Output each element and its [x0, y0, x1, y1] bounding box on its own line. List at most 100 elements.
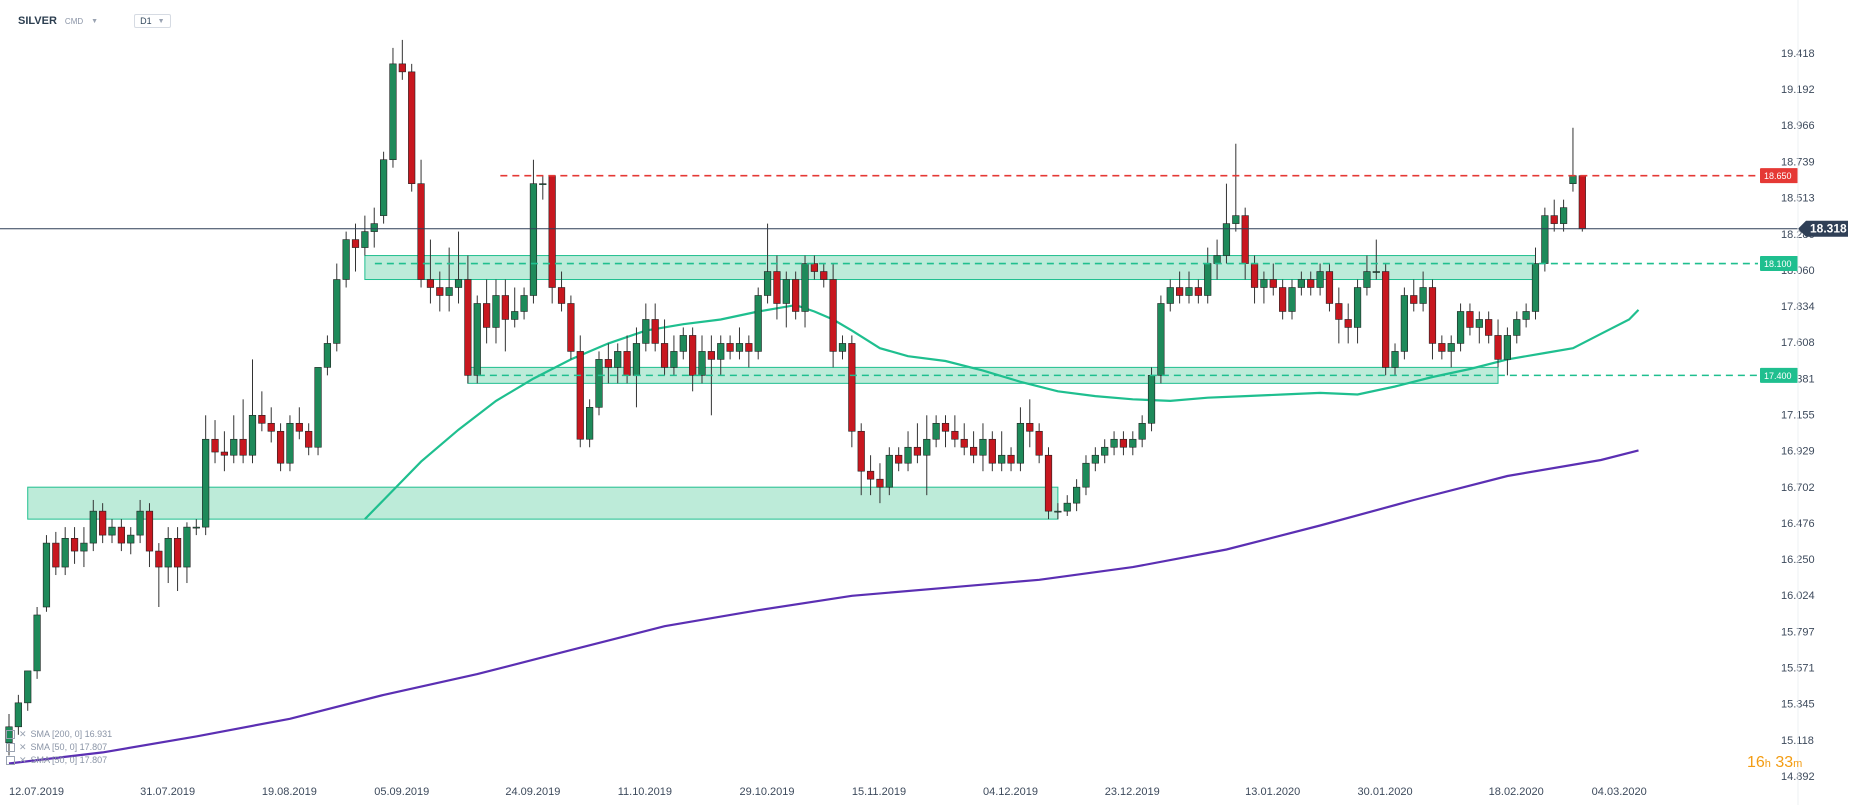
candle-body: [651, 319, 659, 344]
candle-body: [276, 430, 285, 464]
candle: [445, 247, 453, 312]
candle: [866, 455, 875, 496]
sma-200-line: [8, 449, 1639, 765]
candle: [1232, 143, 1240, 232]
candle: [998, 431, 1006, 472]
candle-body: [1129, 438, 1137, 448]
candle-body: [398, 63, 406, 73]
candle-body: [33, 614, 41, 672]
candle-body: [1419, 287, 1427, 304]
candle-body: [932, 422, 940, 440]
candle: [576, 335, 584, 448]
candle-body: [1288, 287, 1296, 312]
visibility-icon[interactable]: [6, 743, 15, 752]
timeframe-select[interactable]: D1 ▼: [134, 14, 171, 28]
candle-body: [1438, 343, 1446, 352]
candle: [342, 231, 350, 288]
candle-body: [1213, 255, 1221, 264]
candle-body: [941, 422, 950, 432]
x-tick-label: 12.07.2019: [9, 786, 64, 798]
candle-body: [1316, 271, 1324, 288]
candle: [1297, 271, 1305, 296]
candle-body: [792, 279, 800, 312]
candle-body: [239, 438, 247, 456]
candle-body: [248, 414, 257, 456]
close-icon[interactable]: ✕: [19, 742, 27, 752]
candle: [323, 335, 332, 376]
candle: [642, 303, 650, 352]
candle: [810, 255, 818, 280]
candle-body: [436, 287, 444, 296]
visibility-icon[interactable]: [6, 730, 15, 739]
candle-body: [866, 470, 875, 480]
x-tick-label: 15.11.2019: [852, 786, 906, 798]
legend-item[interactable]: ✕ SMA [50, 0] 17.807: [6, 741, 112, 754]
candle-body: [689, 335, 697, 376]
candle: [595, 351, 603, 416]
x-tick-label: 04.03.2020: [1592, 786, 1647, 798]
candle-body: [1353, 287, 1362, 328]
candle-body: [876, 478, 884, 488]
candle-body: [595, 359, 603, 408]
candle: [408, 63, 416, 192]
candle: [1344, 303, 1352, 344]
candle-body: [1250, 263, 1259, 288]
candle-body: [1082, 462, 1090, 488]
level-badge: [1760, 168, 1798, 184]
candle-body: [127, 534, 135, 544]
candle: [988, 431, 996, 472]
candle-body: [717, 343, 725, 360]
candle: [1335, 287, 1343, 344]
candle: [1035, 423, 1043, 464]
candle-body: [464, 279, 472, 376]
candle: [1475, 311, 1483, 344]
candle-body: [286, 422, 294, 464]
y-tick-label: 15.118: [1781, 735, 1814, 747]
candle: [1456, 303, 1465, 352]
visibility-icon[interactable]: [6, 756, 15, 765]
candle-body: [145, 510, 154, 552]
candle: [61, 527, 69, 576]
candle-body: [1279, 287, 1287, 312]
candle-body: [745, 343, 753, 352]
candle: [398, 39, 406, 80]
candle-body: [1410, 295, 1418, 304]
candle-body: [1101, 446, 1109, 456]
candle: [773, 255, 781, 320]
candle-body: [445, 287, 453, 296]
candle: [876, 463, 884, 504]
candle-body: [342, 239, 350, 280]
candle-body: [1073, 486, 1081, 504]
x-tick-label: 31.07.2019: [140, 786, 195, 798]
close-icon[interactable]: ✕: [19, 729, 27, 739]
candle: [1550, 199, 1558, 232]
candle: [417, 159, 425, 288]
candle: [1269, 263, 1277, 296]
x-tick-label: 30.01.2020: [1358, 786, 1413, 798]
candle-body: [1578, 175, 1586, 229]
candle: [1166, 279, 1174, 312]
symbol-label[interactable]: SILVER: [18, 15, 57, 27]
candle-body: [1138, 422, 1146, 440]
candle: [1054, 503, 1062, 520]
legend-item[interactable]: ✕ SMA [50, 0] 17.807: [6, 754, 112, 767]
candle: [230, 415, 238, 464]
candle-body: [370, 223, 378, 232]
candle: [127, 527, 135, 555]
chevron-down-icon[interactable]: ▼: [91, 17, 99, 25]
candle: [202, 415, 210, 536]
candle: [1382, 263, 1390, 376]
candle-body: [1503, 335, 1511, 360]
level-badge: [1760, 367, 1798, 383]
candle-body: [1222, 223, 1231, 256]
candle-body: [52, 542, 60, 568]
candle-body: [895, 454, 903, 464]
candle: [1026, 399, 1034, 448]
candle: [108, 519, 116, 544]
legend-label: SMA [50, 0] 17.807: [30, 755, 108, 765]
legend-item[interactable]: ✕ SMA [200, 0] 16.931: [6, 728, 112, 741]
x-tick-label: 24.09.2019: [505, 786, 560, 798]
close-icon[interactable]: ✕: [19, 755, 27, 765]
candle: [267, 407, 275, 443]
